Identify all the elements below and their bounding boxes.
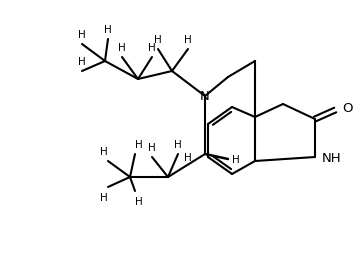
Text: H: H (78, 30, 86, 40)
Text: H: H (174, 139, 182, 149)
Text: H: H (78, 57, 86, 67)
Text: H: H (184, 35, 192, 45)
Text: H: H (148, 142, 156, 152)
Text: H: H (104, 25, 112, 35)
Text: H: H (148, 43, 156, 53)
Text: H: H (135, 196, 143, 206)
Text: H: H (100, 192, 108, 202)
Text: NH: NH (322, 151, 342, 164)
Text: O: O (343, 101, 353, 114)
Text: N: N (200, 90, 210, 103)
Text: H: H (184, 152, 192, 162)
Text: H: H (154, 35, 162, 45)
Text: H: H (135, 139, 143, 149)
Text: H: H (100, 146, 108, 156)
Text: H: H (232, 154, 240, 164)
Text: H: H (118, 43, 126, 53)
